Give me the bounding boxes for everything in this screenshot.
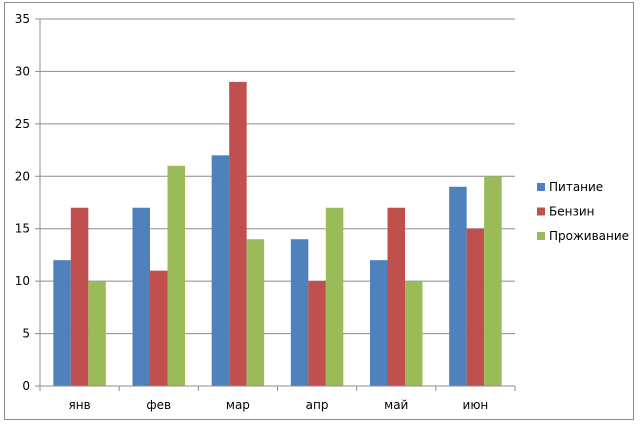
bar-3-6 [484,176,502,386]
x-tick-label: янв [69,398,91,412]
bar-2-1 [70,207,89,386]
bar-1-3 [211,155,230,386]
bar-3-5 [405,281,423,386]
legend-swatch [537,207,545,216]
bar-2-2 [150,270,168,386]
x-tick-label: май [384,398,408,412]
bar-1-1 [53,260,71,386]
bar-1-6 [449,186,467,386]
bar-2-5 [387,207,405,386]
legend-label: Бензин [549,205,595,219]
bar-1-5 [370,260,388,386]
x-tick-label: апр [306,398,329,412]
bar-2-4 [308,281,326,386]
gridlines [35,18,516,391]
legend-swatch [537,183,545,191]
bar-2-3 [229,81,247,387]
legend-label: Питание [549,180,603,194]
bar-1-4 [290,239,309,386]
y-tick-label: 5 [22,327,30,341]
bar-2-6 [466,228,485,386]
bars [53,81,502,387]
axes [39,19,515,387]
y-tick-label: 15 [15,222,30,236]
y-tick-label: 20 [15,169,30,183]
bar-3-3 [246,239,265,386]
y-tick-label: 10 [15,274,30,288]
y-tick-label: 35 [15,12,30,26]
y-tick-label: 25 [15,117,30,131]
bar-1-2 [132,207,150,386]
bar-3-4 [325,207,344,386]
bar-3-1 [88,281,106,386]
bar-3-2 [167,165,185,386]
x-tick-label: мар [226,398,250,412]
x-tick-label: июн [463,398,489,412]
legend-label: Проживание [549,229,629,243]
x-tick-label: фев [146,398,171,412]
y-tick-label: 30 [15,64,30,78]
x-tick-labels: янв фев мар апр май июн [69,398,489,412]
legend: Питание Бензин Проживание [537,180,629,243]
y-tick-labels: 0 5 10 15 20 25 30 35 [15,12,30,393]
legend-swatch [537,232,545,240]
y-tick-label: 0 [22,379,30,393]
